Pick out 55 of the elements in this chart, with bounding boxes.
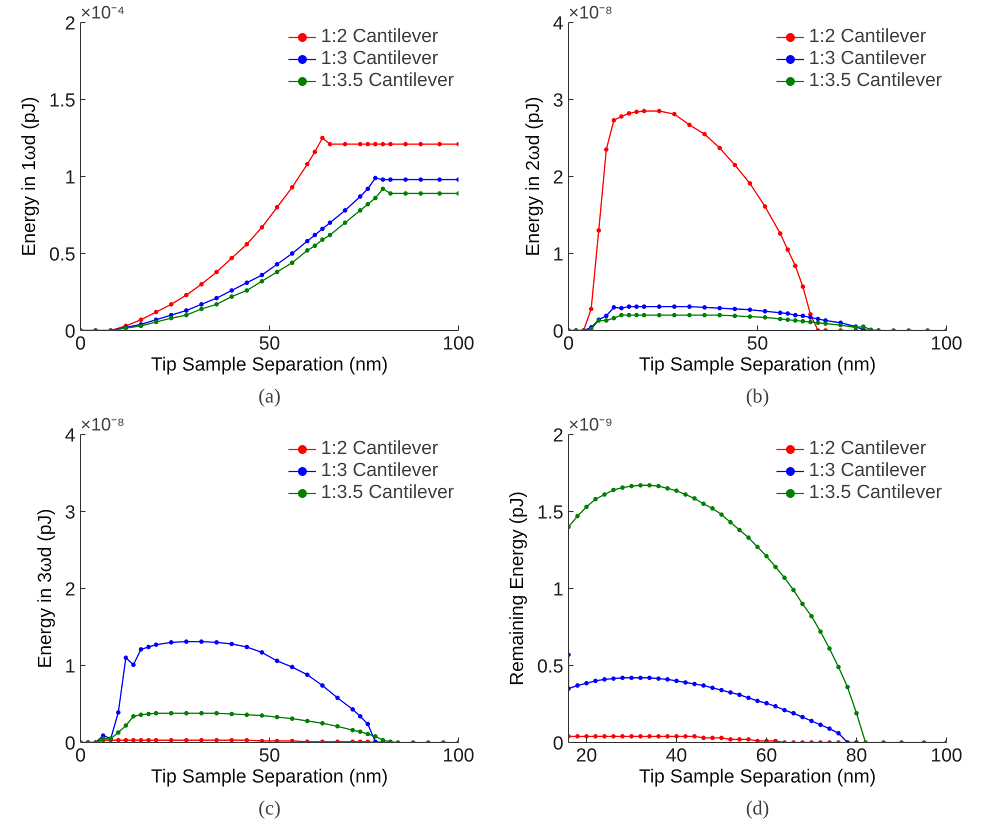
legend-label: 1:2 Cantilever (808, 26, 926, 48)
annotation: ×10⁻⁴ (80, 2, 125, 22)
x-tick-label: 50 (258, 746, 280, 766)
legend-label: 1:2 Cantilever (320, 26, 438, 48)
legend-label: 1:3.5 Cantilever (808, 482, 942, 504)
y-axis-title: Remaining Energy (pJ) (507, 491, 528, 686)
x-tick-label: 100 (442, 334, 474, 354)
y-tick-label: 1 (552, 244, 564, 266)
legend-label: 1:3 Cantilever (320, 48, 438, 70)
legend-label: 1:3 Cantilever (808, 460, 926, 482)
legend-label: 1:3 Cantilever (808, 48, 926, 70)
text: (b) (746, 386, 770, 408)
x-tick-label: 80 (846, 746, 868, 766)
text: (a) (258, 386, 281, 408)
x-tick-label: 40 (666, 746, 688, 766)
y-tick-label: 4 (64, 426, 76, 446)
x-tick-label: 50 (746, 334, 768, 354)
x-axis-title: Tip Sample Separation (nm) (151, 766, 388, 788)
legend-label: 1:3.5 Cantilever (808, 70, 942, 92)
legend-label: 1:2 Cantilever (320, 438, 438, 460)
y-tick-label: 3 (64, 502, 76, 524)
x-axis-title: Tip Sample Separation (nm) (151, 354, 388, 376)
annotation: ×10⁻⁸ (568, 2, 613, 22)
y-tick-label: 1 (64, 168, 76, 188)
x-tick-label: 100 (442, 746, 474, 766)
text: (c) (258, 798, 281, 820)
x-tick-label: 60 (756, 746, 778, 766)
legend-label: 1:3 Cantilever (320, 460, 438, 482)
y-tick-label: 0.5 (537, 656, 564, 678)
y-tick-label: 1 (552, 580, 564, 600)
legend-label: 1:2 Cantilever (808, 438, 926, 460)
annotation: ×10⁻⁸ (80, 414, 125, 434)
x-axis-title: Tip Sample Separation (nm) (639, 354, 876, 376)
text: (d) (746, 798, 770, 820)
y-axis-title: Energy in 2ωd (pJ) (522, 96, 544, 256)
y-tick-label: 3 (552, 90, 564, 112)
x-tick-label: 100 (930, 334, 962, 354)
y-tick-label: 1 (64, 656, 76, 678)
y-tick-label: 2 (64, 580, 76, 600)
legend-label: 1:3.5 Cantilever (320, 70, 454, 92)
y-tick-label: 1.5 (537, 502, 564, 524)
y-tick-label: 2 (552, 168, 564, 188)
y-axis-title: Energy in 3ωd (pJ) (34, 508, 56, 668)
y-tick-label: 2 (552, 426, 564, 446)
annotation: ×10⁻⁹ (568, 414, 613, 434)
y-tick-label: 4 (552, 14, 564, 34)
x-tick-label: 100 (930, 746, 962, 766)
y-tick-label: 0.5 (49, 244, 76, 266)
y-tick-label: 2 (64, 14, 76, 34)
legend-label: 1:3.5 Cantilever (320, 482, 454, 504)
y-tick-label: 1.5 (49, 90, 76, 112)
y-axis-title: Energy in 1ωd (pJ) (19, 96, 40, 256)
x-axis-title: Tip Sample Separation (nm) (639, 766, 876, 788)
x-tick-label: 20 (576, 746, 598, 766)
x-tick-label: 50 (258, 334, 280, 354)
